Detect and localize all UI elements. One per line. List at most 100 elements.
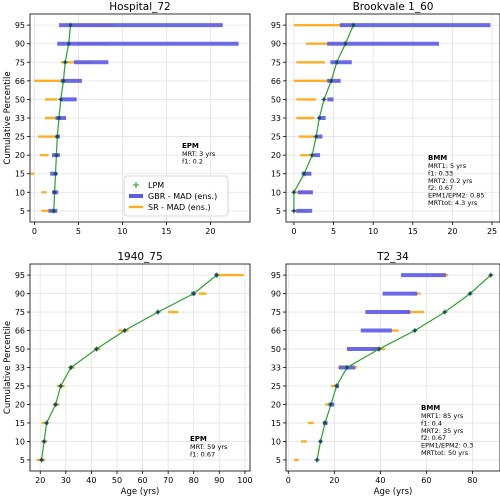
y-tick-label: 50 xyxy=(15,95,25,104)
lpm-marker xyxy=(321,96,327,103)
lpm-marker xyxy=(291,208,297,214)
lpm-marker xyxy=(488,272,494,278)
annotation-line: f2: 0.67 xyxy=(428,184,453,192)
chart-panel-2: 0 5 10 15 20 25 5 10 15 20 25 33 50 66 75 90 95 Brookvale… xyxy=(271,1,500,236)
x-tick-label: 15 xyxy=(161,227,171,236)
lpm-marker xyxy=(301,171,307,177)
lpm-marker xyxy=(58,96,64,103)
annotation-line: EPM1/EPM2: 0.85 xyxy=(428,192,484,200)
y-axis-label: Cumulative Percentile xyxy=(3,71,13,164)
lpm-marker-dot xyxy=(335,60,339,64)
lpm-marker xyxy=(56,115,62,121)
lpm-marker-dot xyxy=(329,402,333,407)
lpm-marker xyxy=(317,438,324,445)
y-tick-label: 10 xyxy=(15,188,25,197)
x-tick-label: 15 xyxy=(408,227,418,236)
x-tick-label: 80 xyxy=(189,476,199,485)
y-tick-label: 50 xyxy=(15,345,25,354)
x-tick-label: 5 xyxy=(331,227,336,236)
legend-box xyxy=(123,175,229,217)
x-tick-label: 50 xyxy=(112,476,122,485)
lpm-marker xyxy=(314,457,320,463)
y-tick-label: 90 xyxy=(271,40,281,49)
lpm-marker-dot xyxy=(53,172,58,176)
x-tick-label: 0 xyxy=(286,476,291,485)
annotation-line: f1: 0.4 xyxy=(421,419,442,427)
lpm-marker-dot xyxy=(53,402,58,407)
lpm-marker-dot xyxy=(413,328,417,333)
panel-title: T2_34 xyxy=(376,251,409,263)
lpm-marker xyxy=(66,41,72,47)
y-tick-label: 20 xyxy=(271,400,281,409)
lpm-marker xyxy=(376,346,382,352)
lpm-marker-dot xyxy=(123,328,127,333)
x-tick-label: 60 xyxy=(137,476,147,485)
annotation-line: MRT1: 5 yrs xyxy=(428,162,467,170)
lpm-marker xyxy=(41,438,47,445)
y-tick-label: 10 xyxy=(271,188,281,197)
lpm-marker-dot xyxy=(52,209,56,213)
x-tick-label: 80 xyxy=(467,476,477,485)
legend-label-sr: SR - MAD (ens.) xyxy=(148,203,211,212)
lpm-marker xyxy=(412,327,418,334)
lpm-marker-dot xyxy=(59,97,63,102)
x-tick-label: 20 xyxy=(205,227,215,236)
y-tick-label: 90 xyxy=(271,290,281,299)
lpm-marker xyxy=(334,59,340,65)
lpm-marker xyxy=(52,189,58,195)
panel-title: 1940_75 xyxy=(117,251,162,263)
lpm-marker-dot xyxy=(39,458,44,462)
annotation-heading: BMM xyxy=(428,154,447,162)
lpm-marker xyxy=(53,152,59,158)
lpm-marker xyxy=(67,22,74,28)
y-tick-label: 15 xyxy=(271,170,281,179)
lpm-marker xyxy=(54,133,60,140)
y-tick-label: 95 xyxy=(271,21,281,30)
y-tick-label: 5 xyxy=(20,456,25,465)
annotation-line: MRTtot: 4.3 yrs xyxy=(428,199,478,207)
lpm-marker xyxy=(191,290,197,297)
lpm-marker xyxy=(316,115,322,121)
lpm-marker-dot xyxy=(45,421,49,425)
lpm-marker xyxy=(38,457,45,463)
annotation-line: MRT1: 85 yrs xyxy=(421,412,464,420)
annotation-line: f1: 0.33 xyxy=(428,169,453,177)
lpm-marker xyxy=(51,208,57,214)
chart-panel-3: 20 30 40 50 60 70 80 90 100 5 10 15 20 25 33 50 66 75 90 95… xyxy=(3,251,253,497)
lpm-marker xyxy=(52,401,59,408)
lpm-marker-dot xyxy=(351,23,355,27)
y-tick-label: 95 xyxy=(15,21,25,30)
chart-panel-1: 0 5 10 15 20 5 10 15 20 25 33 50 66 75 90 95 Hospital_72… xyxy=(3,1,251,236)
lpm-marker-dot xyxy=(215,273,219,277)
lpm-marker-dot xyxy=(317,116,321,120)
lpm-marker xyxy=(44,420,50,426)
lpm-marker xyxy=(328,401,334,408)
lpm-marker-dot xyxy=(345,365,349,370)
lpm-marker-dot xyxy=(468,291,472,296)
lpm-marker-dot xyxy=(192,291,196,296)
lpm-marker xyxy=(214,272,220,278)
lpm-marker-dot xyxy=(322,97,326,102)
x-axis-label: Age (yrs) xyxy=(121,487,160,497)
annotation-line: MRT: 3 yrs xyxy=(182,150,216,158)
annotation-line: MRT2: 0.2 yrs xyxy=(428,177,473,185)
x-tick-label: 30 xyxy=(61,476,71,485)
y-tick-label: 33 xyxy=(15,364,25,373)
lpm-marker xyxy=(467,290,473,297)
annotation-line: f1: 0.2 xyxy=(182,157,203,165)
x-tick-label: 20 xyxy=(329,476,339,485)
y-tick-label: 50 xyxy=(271,345,281,354)
annotation-line: f1: 0.67 xyxy=(190,450,215,458)
y-tick-label: 5 xyxy=(276,456,281,465)
x-tick-label: 25 xyxy=(487,227,497,236)
y-tick-label: 95 xyxy=(15,271,25,280)
x-axis-label: Age (yrs) xyxy=(374,487,413,497)
y-tick-label: 10 xyxy=(271,437,281,446)
annotation-line: MRT: 59 yrs xyxy=(190,443,228,451)
lpm-marker-dot xyxy=(63,60,67,64)
lpm-marker xyxy=(122,327,128,334)
lpm-marker-dot xyxy=(377,347,381,351)
lpm-marker-dot xyxy=(302,172,306,176)
y-tick-label: 75 xyxy=(15,58,25,67)
y-tick-label: 20 xyxy=(271,151,281,160)
